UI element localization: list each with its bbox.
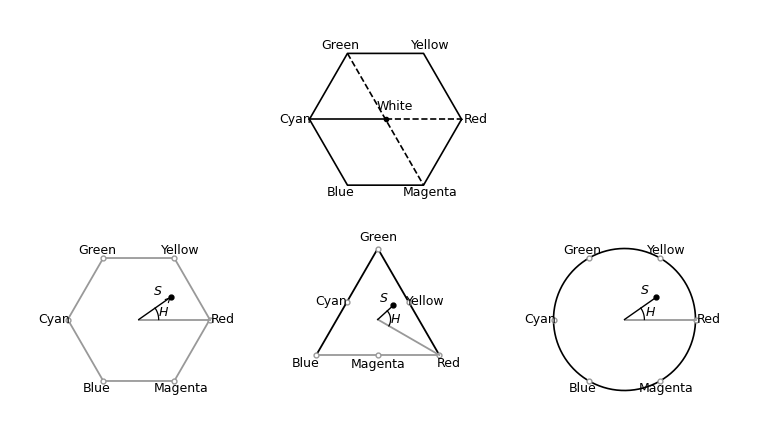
Text: Red: Red — [463, 113, 487, 126]
Text: $S$: $S$ — [379, 292, 389, 305]
Text: Blue: Blue — [291, 357, 319, 370]
Text: Green: Green — [564, 245, 601, 257]
Text: Blue: Blue — [569, 382, 597, 394]
Text: Green: Green — [359, 231, 397, 245]
Text: $H$: $H$ — [157, 306, 169, 319]
Text: Magenta: Magenta — [153, 382, 208, 394]
Text: Blue: Blue — [327, 186, 355, 199]
Text: White: White — [376, 100, 412, 113]
Text: Cyan: Cyan — [524, 313, 556, 326]
Text: $H$: $H$ — [390, 313, 401, 325]
Text: Blue: Blue — [83, 382, 111, 394]
Text: Cyan: Cyan — [315, 295, 347, 308]
Text: Red: Red — [210, 313, 234, 326]
Text: $S$: $S$ — [153, 285, 163, 298]
Text: Magenta: Magenta — [403, 186, 458, 199]
Text: Cyan: Cyan — [279, 113, 311, 126]
Text: Yellow: Yellow — [647, 245, 685, 257]
Text: Magenta: Magenta — [639, 382, 694, 394]
Text: Red: Red — [437, 357, 461, 370]
Text: Yellow: Yellow — [411, 39, 449, 52]
Text: Cyan: Cyan — [39, 313, 70, 326]
Text: Green: Green — [322, 39, 359, 52]
Text: $S$: $S$ — [640, 284, 649, 297]
Text: $H$: $H$ — [645, 305, 656, 319]
Text: Green: Green — [78, 245, 116, 257]
Text: Magenta: Magenta — [350, 358, 406, 371]
Text: Yellow: Yellow — [406, 295, 444, 308]
Text: Yellow: Yellow — [161, 245, 200, 257]
Text: Red: Red — [696, 313, 720, 326]
